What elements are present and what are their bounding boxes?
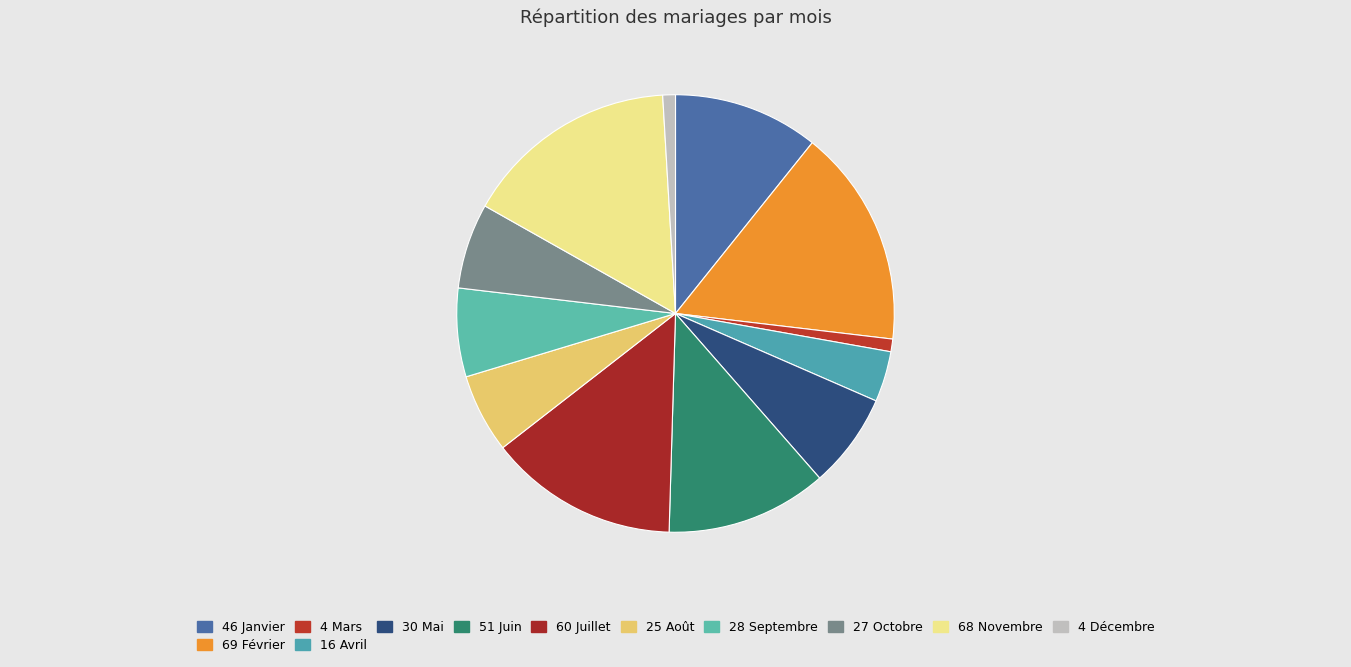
Wedge shape — [676, 313, 890, 401]
Wedge shape — [676, 313, 875, 478]
Wedge shape — [676, 313, 893, 352]
Wedge shape — [669, 313, 820, 532]
Wedge shape — [676, 143, 894, 339]
Wedge shape — [458, 206, 676, 313]
Wedge shape — [503, 313, 676, 532]
Title: Répartition des mariages par mois: Répartition des mariages par mois — [520, 9, 831, 27]
Wedge shape — [466, 313, 676, 448]
Wedge shape — [662, 95, 676, 313]
Legend: 46 Janvier, 69 Février, 4 Mars, 16 Avril, 30 Mai, 51 Juin, 60 Juillet, 25 Août, : 46 Janvier, 69 Février, 4 Mars, 16 Avril… — [197, 621, 1154, 652]
Wedge shape — [676, 95, 812, 313]
Wedge shape — [457, 288, 676, 377]
Wedge shape — [485, 95, 676, 313]
